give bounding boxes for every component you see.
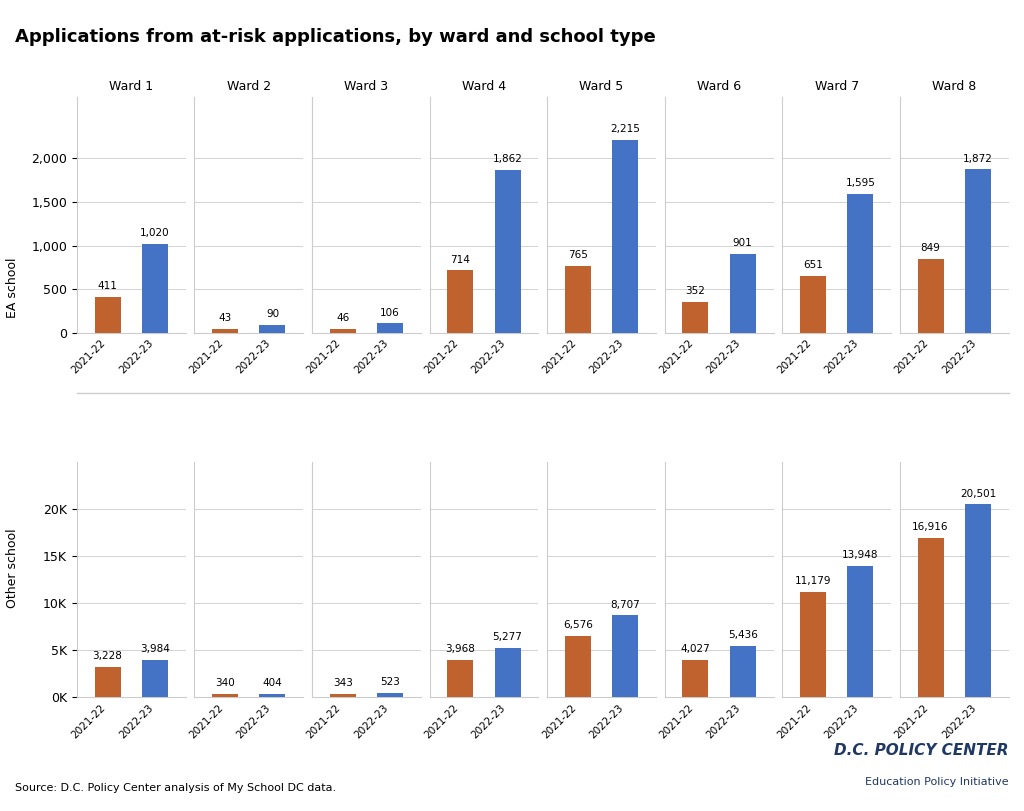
Text: Applications from at-risk applications, by ward and school type: Applications from at-risk applications, … <box>15 28 656 46</box>
Bar <box>259 325 286 333</box>
Bar <box>330 328 355 333</box>
Bar <box>918 539 943 697</box>
Text: 13,948: 13,948 <box>842 551 879 560</box>
Bar <box>259 693 286 697</box>
Bar <box>730 254 756 333</box>
Text: 8,707: 8,707 <box>610 599 640 610</box>
Bar <box>94 667 121 697</box>
Text: Education Policy Initiative: Education Policy Initiative <box>865 777 1009 787</box>
Bar <box>800 276 826 333</box>
Bar <box>682 659 709 697</box>
Bar <box>495 170 520 333</box>
Bar <box>965 504 991 697</box>
Text: Other school: Other school <box>6 528 18 607</box>
Bar <box>965 169 991 333</box>
Text: D.C. POLICY CENTER: D.C. POLICY CENTER <box>835 744 1009 758</box>
Bar <box>495 648 520 697</box>
Text: 11,179: 11,179 <box>795 577 831 586</box>
Bar <box>612 139 638 333</box>
Bar <box>330 694 355 697</box>
Text: 2,215: 2,215 <box>610 124 640 134</box>
Text: 343: 343 <box>333 678 352 689</box>
Bar <box>565 266 591 333</box>
Bar <box>918 259 943 333</box>
Bar <box>612 616 638 697</box>
Text: 651: 651 <box>803 260 823 270</box>
Text: 20,501: 20,501 <box>959 488 996 499</box>
Bar <box>800 592 826 697</box>
Text: 1,862: 1,862 <box>493 154 522 165</box>
Text: 1,595: 1,595 <box>846 178 876 188</box>
Title: Ward 2: Ward 2 <box>226 80 271 93</box>
Bar <box>565 636 591 697</box>
Bar <box>847 194 873 333</box>
Title: Ward 5: Ward 5 <box>580 80 624 93</box>
Bar <box>377 324 403 333</box>
Bar <box>212 329 239 333</box>
Text: 1,872: 1,872 <box>963 153 993 164</box>
Bar <box>377 693 403 697</box>
Text: 6,576: 6,576 <box>563 620 593 629</box>
Text: 3,968: 3,968 <box>445 644 475 654</box>
Text: 404: 404 <box>262 678 283 688</box>
Text: Source: D.C. Policy Center analysis of My School DC data.: Source: D.C. Policy Center analysis of M… <box>15 783 337 793</box>
Text: 3,228: 3,228 <box>92 651 123 661</box>
Text: 16,916: 16,916 <box>912 522 949 532</box>
Text: 901: 901 <box>733 238 753 248</box>
Bar <box>142 660 168 697</box>
Bar <box>682 302 709 333</box>
Title: Ward 3: Ward 3 <box>344 80 388 93</box>
Title: Ward 6: Ward 6 <box>697 80 741 93</box>
Text: 4,027: 4,027 <box>681 644 711 654</box>
Bar <box>730 646 756 697</box>
Text: 5,277: 5,277 <box>493 632 522 642</box>
Text: 523: 523 <box>380 676 400 687</box>
Text: 5,436: 5,436 <box>728 630 758 641</box>
Text: 46: 46 <box>336 313 349 323</box>
Bar <box>212 694 239 697</box>
Text: 43: 43 <box>218 313 231 323</box>
Text: 340: 340 <box>215 678 236 689</box>
Bar <box>447 270 473 333</box>
Text: 411: 411 <box>97 281 118 291</box>
Text: 1,020: 1,020 <box>140 228 170 238</box>
Title: Ward 1: Ward 1 <box>110 80 154 93</box>
Text: EA school: EA school <box>6 258 18 318</box>
Text: 714: 714 <box>451 255 470 264</box>
Bar <box>94 297 121 333</box>
Bar <box>142 244 168 333</box>
Title: Ward 8: Ward 8 <box>932 80 976 93</box>
Title: Ward 7: Ward 7 <box>814 80 859 93</box>
Title: Ward 4: Ward 4 <box>462 80 506 93</box>
Text: 352: 352 <box>685 286 706 296</box>
Bar <box>847 566 873 697</box>
Text: 765: 765 <box>568 250 588 260</box>
Text: 90: 90 <box>266 309 279 319</box>
Bar <box>447 660 473 697</box>
Text: 3,984: 3,984 <box>140 644 170 654</box>
Text: 106: 106 <box>380 307 400 318</box>
Text: 849: 849 <box>921 242 940 253</box>
